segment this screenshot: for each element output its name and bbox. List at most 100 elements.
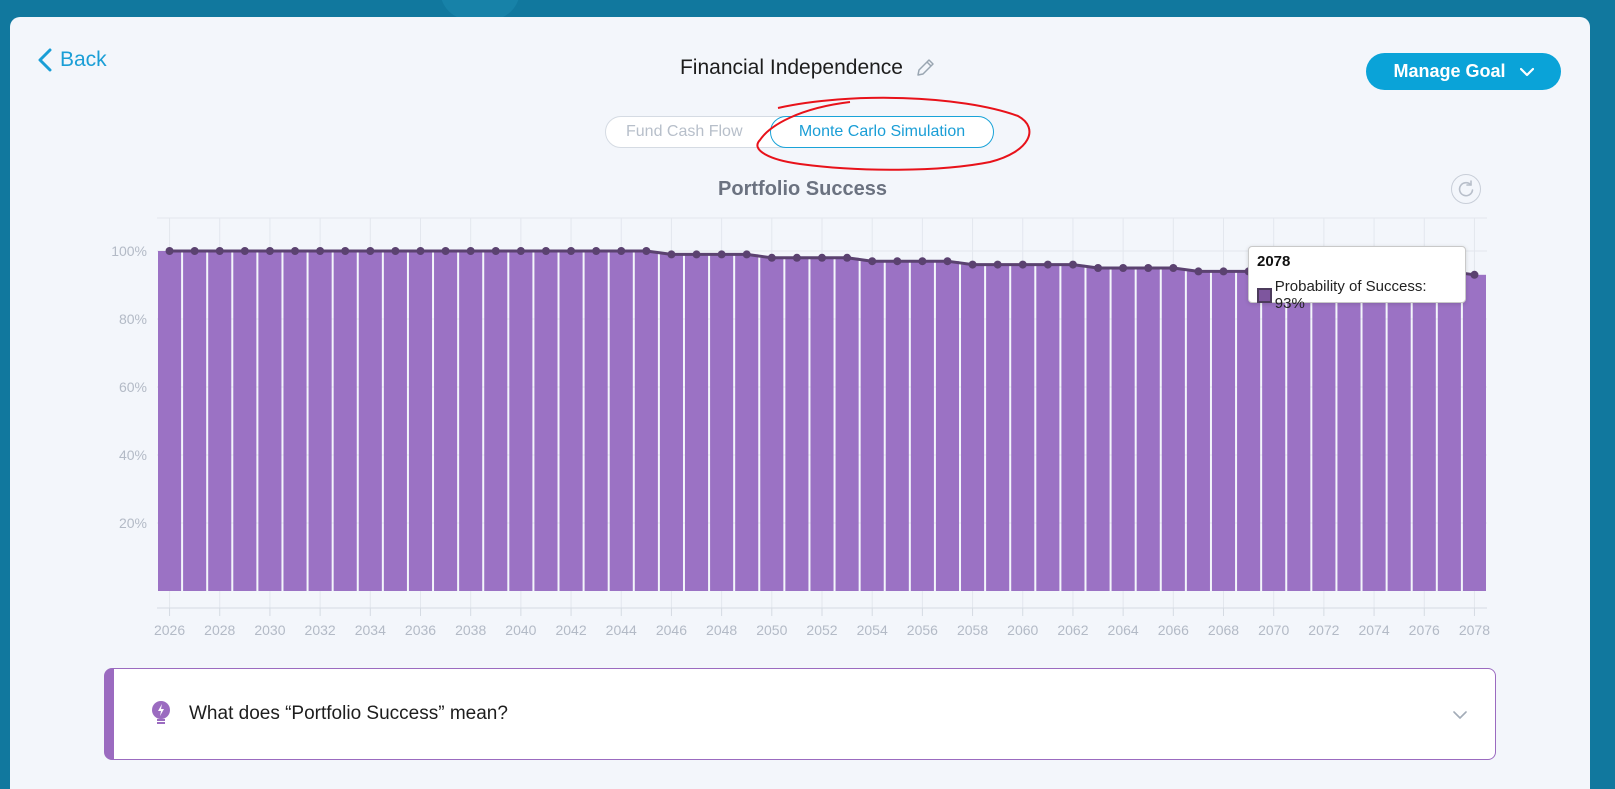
manage-goal-button[interactable]: Manage Goal <box>1366 53 1561 90</box>
title-bar: Financial Independence <box>0 56 1615 80</box>
back-button[interactable]: Back <box>38 48 107 72</box>
data-point <box>441 247 450 255</box>
bar <box>383 251 407 591</box>
x-tick-label: 2068 <box>1208 622 1239 638</box>
x-tick-label: 2056 <box>907 622 938 638</box>
y-tick-label: 20% <box>119 515 147 531</box>
tooltip-swatch <box>1257 287 1272 303</box>
x-tick-label: 2028 <box>204 622 235 638</box>
faq-portfolio-success[interactable]: What does “Portfolio Success” mean? <box>104 668 1496 760</box>
bar <box>308 251 332 591</box>
data-point <box>1043 260 1052 269</box>
bar <box>183 251 207 591</box>
chart-tooltip: 2078 Probability of Success: 93% <box>1248 246 1466 312</box>
bar <box>484 251 508 591</box>
y-tick-label: 100% <box>111 243 147 259</box>
data-point <box>918 257 927 266</box>
tab-fund-cash-flow[interactable]: Fund Cash Flow <box>626 123 743 140</box>
data-point <box>567 247 576 255</box>
background-shape <box>440 0 520 20</box>
bar <box>835 257 859 591</box>
bar <box>961 264 985 591</box>
data-point <box>767 253 776 262</box>
bar <box>910 261 934 591</box>
data-point <box>1068 260 1077 269</box>
bar <box>1186 271 1210 591</box>
x-tick-label: 2054 <box>857 622 888 638</box>
data-point <box>792 253 801 262</box>
bar <box>1387 271 1411 591</box>
x-tick-label: 2030 <box>254 622 285 638</box>
x-tick-label: 2044 <box>606 622 637 638</box>
faq-question: What does “Portfolio Success” mean? <box>189 703 508 724</box>
data-point <box>993 260 1002 269</box>
y-tick-label: 60% <box>119 379 147 395</box>
bar <box>986 264 1010 591</box>
x-tick-label: 2026 <box>154 622 185 638</box>
tooltip-row: Probability of Success: 93% <box>1257 278 1457 312</box>
bar <box>559 251 583 591</box>
pencil-icon[interactable] <box>915 58 935 78</box>
bar <box>358 251 382 591</box>
data-point <box>516 247 525 255</box>
x-tick-label: 2072 <box>1308 622 1339 638</box>
bar <box>1161 268 1185 591</box>
data-point <box>341 247 350 255</box>
x-tick-label: 2062 <box>1057 622 1088 638</box>
data-point <box>893 257 902 266</box>
bar <box>785 257 809 591</box>
data-point <box>215 247 224 255</box>
data-point <box>541 247 550 255</box>
data-point <box>291 247 300 255</box>
data-point <box>190 247 199 255</box>
x-tick-label: 2038 <box>455 622 486 638</box>
data-point <box>1144 264 1153 272</box>
reset-icon <box>1458 180 1474 197</box>
bar <box>1036 264 1060 591</box>
x-tick-label: 2074 <box>1358 622 1389 638</box>
x-tick-label: 2052 <box>806 622 837 638</box>
data-point <box>1194 267 1203 276</box>
x-tick-label: 2042 <box>555 622 586 638</box>
bar <box>1111 268 1135 591</box>
x-tick-label: 2060 <box>1007 622 1038 638</box>
data-point <box>667 250 676 259</box>
back-label: Back <box>60 48 107 71</box>
chevron-down-icon <box>1519 67 1534 76</box>
data-point <box>642 247 651 255</box>
x-tick-label: 2070 <box>1258 622 1289 638</box>
x-tick-label: 2078 <box>1459 622 1490 638</box>
chevron-down-icon <box>1453 707 1467 725</box>
data-point <box>316 247 325 255</box>
y-tick-label: 80% <box>119 311 147 327</box>
data-point <box>1470 270 1479 279</box>
x-tick-label: 2046 <box>656 622 687 638</box>
lightbulb-icon <box>150 700 172 731</box>
bar <box>1061 264 1085 591</box>
bar <box>509 251 533 591</box>
data-point <box>1018 260 1027 269</box>
data-point <box>1219 267 1228 276</box>
bar <box>1211 271 1236 591</box>
bar <box>459 251 483 591</box>
data-point <box>1169 264 1178 272</box>
x-tick-label: 2036 <box>405 622 436 638</box>
bar <box>609 251 633 591</box>
data-point <box>1094 264 1103 272</box>
data-point <box>868 257 877 266</box>
bar <box>158 251 182 591</box>
data-point <box>617 247 626 255</box>
bar <box>408 251 433 591</box>
bar <box>1412 271 1436 591</box>
data-point <box>843 253 852 262</box>
bar <box>1262 271 1286 591</box>
tooltip-label: Probability of Success: 93% <box>1274 278 1427 312</box>
data-point <box>165 247 174 255</box>
x-tick-label: 2040 <box>505 622 536 638</box>
bar <box>684 254 709 591</box>
x-tick-label: 2050 <box>756 622 787 638</box>
bar <box>810 257 834 591</box>
bar <box>1437 271 1461 591</box>
reset-zoom-button[interactable] <box>1451 174 1481 204</box>
chevron-left-icon <box>38 48 52 72</box>
